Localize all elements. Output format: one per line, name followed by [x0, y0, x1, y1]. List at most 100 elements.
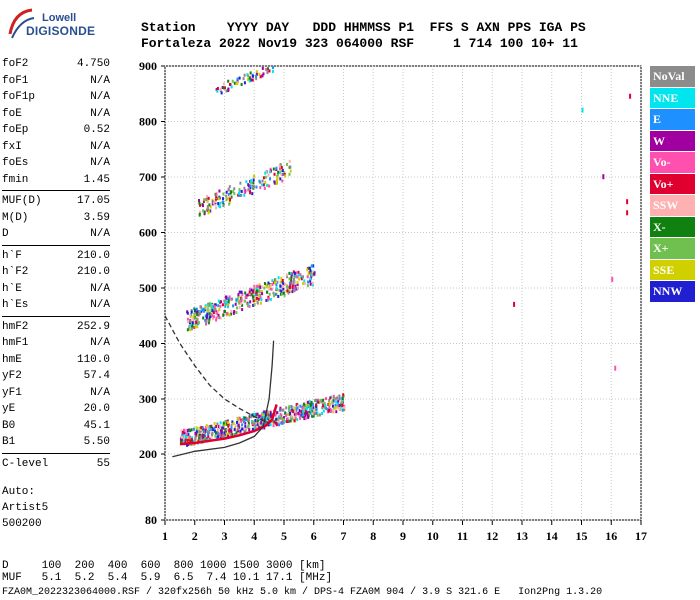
echo-point [184, 438, 187, 442]
echo-point [297, 411, 300, 415]
echo-point [255, 185, 258, 189]
echo-point [287, 412, 290, 416]
echo-point [247, 74, 250, 78]
echo-point [224, 303, 227, 307]
echo-point [216, 422, 219, 426]
echo-point [230, 195, 233, 199]
echo-point [254, 427, 257, 431]
echo-point [220, 91, 223, 95]
echo-point [213, 426, 216, 430]
echo-point [288, 285, 291, 289]
echo-point [215, 311, 218, 315]
echo-point [263, 416, 266, 420]
echo-point [341, 408, 344, 412]
echo-point [233, 192, 236, 196]
echo-point [318, 413, 321, 417]
echo-point [338, 395, 341, 399]
param-row: yE 20.0 [2, 401, 110, 418]
echo-point [220, 429, 223, 433]
footer-text: FZA0M_2022323064000.RSF / 320fx256h 50 k… [2, 587, 603, 598]
echo-point [234, 302, 237, 306]
param-name: B0 [2, 419, 16, 432]
echo-point [293, 271, 296, 275]
echo-point [237, 299, 240, 303]
echo-point [189, 313, 192, 317]
echo-point [278, 164, 281, 168]
echo-point [265, 170, 268, 174]
echo-point [209, 424, 212, 428]
echo-point [318, 400, 321, 404]
echo-point [277, 420, 280, 424]
echo-point [340, 403, 343, 407]
echo-point [233, 81, 236, 85]
echo-point [283, 416, 286, 420]
echo-point [291, 290, 294, 294]
echo-point [305, 403, 308, 407]
echo-point [206, 309, 209, 313]
echo-point [260, 290, 263, 294]
echo-point [288, 408, 291, 412]
echo-point [246, 304, 249, 308]
echo-point [294, 280, 297, 284]
echo-point [219, 421, 222, 425]
echo-point [200, 426, 203, 430]
echo-point [219, 201, 222, 205]
echo-point [257, 297, 260, 301]
echo-point [312, 264, 315, 268]
echo-point [235, 431, 238, 435]
echo-point [254, 418, 257, 422]
echo-point [234, 424, 237, 428]
echo-point [611, 276, 614, 282]
logo-swoosh-icon [8, 8, 35, 39]
echo-point [325, 406, 328, 410]
echo-point [250, 78, 253, 82]
echo-point [253, 185, 256, 189]
echo-point [271, 279, 274, 283]
echo-point [204, 319, 207, 323]
echo-point [266, 70, 269, 74]
echo-point [256, 420, 259, 424]
param-name: foF1p [2, 91, 36, 103]
echo-point [227, 192, 230, 196]
echo-point [211, 431, 214, 435]
echo-point [229, 82, 232, 86]
echo-point [252, 299, 255, 303]
echo-point [281, 169, 284, 173]
echo-point [201, 437, 204, 441]
echo-point [230, 428, 233, 432]
echo-point [268, 184, 271, 188]
parameter-panel: foF2 4.750 foF1 N/A foF1p N/A foE N/A foEp 0.52 fx… [2, 56, 110, 472]
echo-point [265, 416, 268, 420]
echo-point [241, 423, 244, 427]
echo-point [190, 438, 193, 442]
echo-point [248, 415, 251, 419]
echo-point [307, 415, 310, 419]
echo-point [272, 167, 275, 171]
echo-point [260, 285, 263, 289]
echo-point [214, 202, 217, 206]
echo-point [207, 309, 210, 313]
echo-point [293, 274, 296, 278]
echo-point [227, 188, 230, 192]
echo-point [240, 295, 243, 299]
echo-point [243, 186, 246, 190]
echo-point [275, 180, 278, 184]
echo-point [233, 310, 236, 314]
echo-point [273, 172, 276, 176]
echo-point [192, 317, 195, 321]
echo-point [228, 202, 231, 206]
echo-point [241, 292, 244, 296]
echo-point [195, 431, 198, 435]
echo-point [267, 285, 270, 289]
echo-point [237, 193, 240, 197]
echo-point [311, 412, 314, 416]
echo-point [302, 409, 305, 413]
echo-point [310, 411, 313, 415]
echo-point [272, 291, 275, 295]
echo-point [204, 314, 207, 318]
echo-point [227, 79, 230, 83]
param-separator [2, 244, 110, 246]
echo-point [317, 400, 320, 404]
echo-point [186, 432, 189, 436]
echo-point [216, 89, 219, 93]
